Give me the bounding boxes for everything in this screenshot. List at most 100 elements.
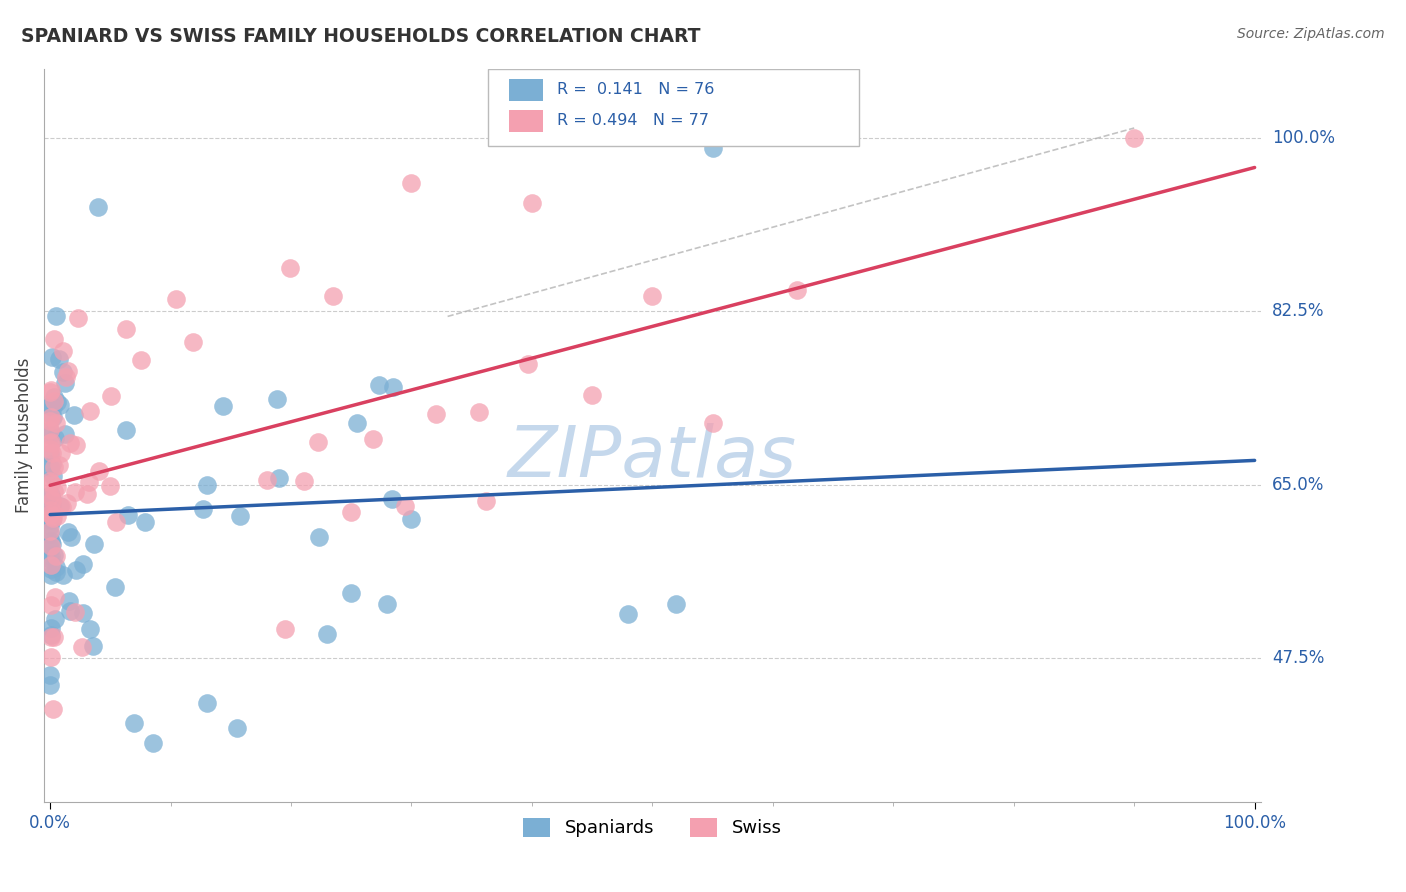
- Point: [181, 334, 204, 349]
- Point: [39, 383, 62, 397]
- Point: [361, 432, 384, 446]
- Point: [39, 527, 62, 541]
- Point: [44, 630, 66, 644]
- Point: [381, 491, 404, 506]
- Point: [39, 409, 62, 424]
- Point: [45, 394, 67, 409]
- Text: ZIPatlas: ZIPatlas: [508, 423, 797, 491]
- Point: [316, 626, 339, 640]
- Point: [165, 292, 187, 306]
- Point: [39, 474, 62, 488]
- Point: [39, 497, 62, 511]
- Point: [39, 650, 62, 665]
- Point: [425, 407, 447, 421]
- Point: [104, 580, 127, 594]
- Point: [129, 353, 152, 368]
- Point: [39, 677, 62, 691]
- Point: [51, 500, 73, 514]
- Point: [49, 398, 72, 412]
- Point: [124, 715, 146, 730]
- Point: [377, 597, 399, 611]
- Point: [41, 537, 63, 551]
- Point: [702, 416, 724, 430]
- Point: [39, 534, 62, 549]
- Y-axis label: Family Households: Family Households: [15, 358, 32, 513]
- Point: [45, 310, 67, 324]
- Point: [278, 261, 301, 276]
- Point: [39, 436, 62, 450]
- Point: [39, 562, 62, 576]
- Point: [41, 509, 63, 524]
- Point: [46, 480, 69, 494]
- Point: [77, 475, 100, 490]
- Point: [468, 404, 491, 418]
- Point: [225, 721, 247, 735]
- Point: [39, 447, 62, 461]
- Point: [42, 400, 65, 414]
- Point: [322, 288, 344, 302]
- Point: [53, 427, 76, 442]
- Point: [340, 585, 363, 599]
- Point: [340, 505, 363, 519]
- Point: [39, 524, 62, 538]
- Point: [39, 621, 62, 635]
- Point: [516, 357, 538, 371]
- Point: [44, 393, 66, 408]
- Text: 47.5%: 47.5%: [1272, 649, 1324, 667]
- Point: [41, 399, 63, 413]
- Text: Source: ZipAtlas.com: Source: ZipAtlas.com: [1237, 27, 1385, 41]
- Point: [48, 458, 70, 473]
- Point: [45, 565, 67, 579]
- Point: [39, 427, 62, 442]
- Legend: Spaniards, Swiss: Spaniards, Swiss: [516, 811, 789, 845]
- Point: [114, 423, 136, 437]
- Text: 100.0%: 100.0%: [1272, 129, 1334, 147]
- Point: [59, 604, 82, 618]
- Point: [56, 496, 79, 510]
- Point: [617, 607, 640, 621]
- Point: [79, 622, 101, 636]
- Point: [52, 344, 75, 359]
- Point: [134, 515, 156, 529]
- Point: [308, 530, 330, 544]
- Point: [59, 436, 82, 450]
- Point: [39, 630, 62, 644]
- Point: [39, 502, 62, 516]
- Point: [41, 350, 63, 364]
- Point: [66, 311, 89, 326]
- Point: [56, 525, 79, 540]
- Point: [39, 558, 62, 572]
- Point: [48, 351, 70, 366]
- Text: SPANIARD VS SWISS FAMILY HOUSEHOLDS CORRELATION CHART: SPANIARD VS SWISS FAMILY HOUSEHOLDS CORR…: [21, 27, 700, 45]
- Point: [39, 491, 62, 505]
- FancyBboxPatch shape: [509, 110, 543, 132]
- Point: [115, 322, 138, 336]
- Text: R =  0.141   N = 76: R = 0.141 N = 76: [558, 82, 714, 97]
- Point: [41, 513, 63, 527]
- Point: [76, 487, 98, 501]
- Point: [39, 414, 62, 428]
- Point: [394, 499, 416, 513]
- Point: [256, 473, 278, 487]
- Point: [117, 508, 139, 522]
- Point: [39, 435, 62, 450]
- Point: [39, 499, 62, 513]
- Point: [39, 400, 62, 414]
- Point: [368, 377, 391, 392]
- Point: [49, 499, 72, 513]
- Point: [41, 457, 63, 471]
- Point: [267, 471, 290, 485]
- Point: [62, 408, 84, 422]
- Point: [65, 438, 87, 452]
- Point: [41, 493, 63, 508]
- Point: [195, 478, 218, 492]
- Point: [79, 404, 101, 418]
- Point: [520, 195, 543, 210]
- Point: [44, 612, 66, 626]
- Point: [193, 501, 215, 516]
- FancyBboxPatch shape: [488, 69, 859, 145]
- Point: [44, 459, 66, 474]
- Point: [211, 399, 233, 413]
- Point: [382, 380, 405, 394]
- Point: [42, 332, 65, 346]
